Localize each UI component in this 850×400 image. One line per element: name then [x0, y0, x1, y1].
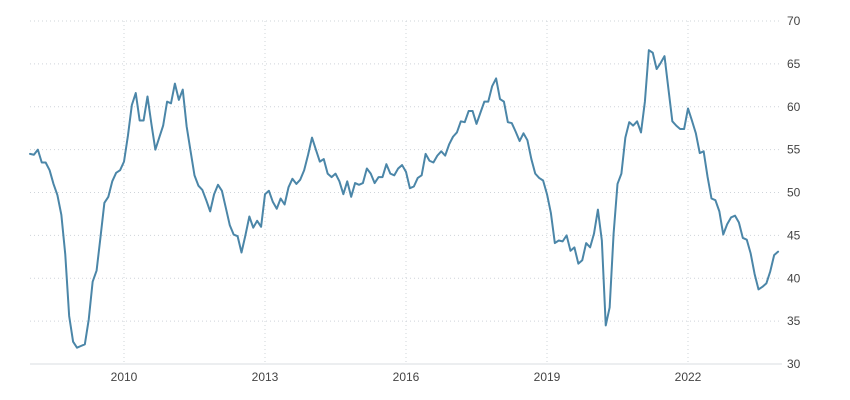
y-axis: 30 35 40 45 50 55 60 65 70: [787, 14, 801, 371]
y-tick-label: 45: [787, 228, 801, 242]
y-tick-label: 55: [787, 143, 801, 157]
y-tick-label: 70: [787, 14, 801, 28]
x-tick-label: 2010: [111, 370, 138, 384]
y-tick-label: 35: [787, 314, 801, 328]
grid-lines: [30, 20, 782, 365]
x-axis: 2010 2013 2016 2019 2022: [111, 370, 702, 384]
y-tick-label: 50: [787, 186, 801, 200]
x-tick-label: 2019: [534, 370, 561, 384]
y-tick-label: 40: [787, 271, 801, 285]
y-tick-label: 30: [787, 357, 801, 371]
series-line: [29, 49, 780, 349]
x-tick-label: 2022: [675, 370, 702, 384]
y-tick-label: 65: [787, 57, 801, 71]
x-tick-label: 2013: [252, 370, 279, 384]
y-tick-label: 60: [787, 100, 801, 114]
series-layer: [29, 49, 780, 349]
x-tick-label: 2016: [393, 370, 420, 384]
